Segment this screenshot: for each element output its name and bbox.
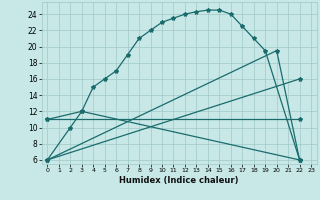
X-axis label: Humidex (Indice chaleur): Humidex (Indice chaleur) — [119, 176, 239, 185]
